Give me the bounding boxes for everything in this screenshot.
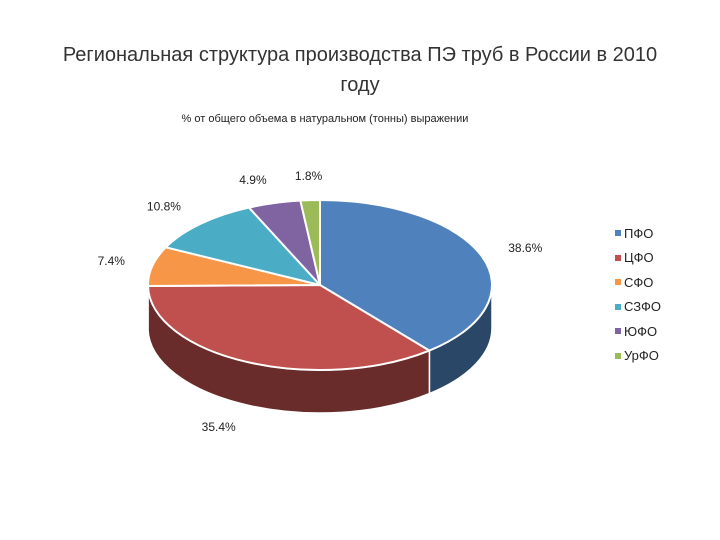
data-label: 10.8%: [147, 200, 181, 214]
data-label: 38.6%: [508, 241, 542, 255]
data-label: 1.8%: [295, 169, 323, 183]
legend-label: СФО: [624, 274, 654, 290]
chart-subtitle: % от общего объема в натуральном (тонны)…: [181, 113, 469, 125]
legend-item: ПФО: [615, 221, 661, 246]
pie-slice: [299, 199, 321, 286]
pie-slice: [164, 206, 321, 286]
legend-label: ЦФО: [624, 250, 654, 266]
legend-swatch: [615, 254, 621, 261]
legend-item: УрФО: [615, 344, 661, 369]
data-label: 4.9%: [239, 173, 267, 187]
data-label: 35.4%: [202, 420, 236, 434]
legend-label: ЮФО: [624, 323, 658, 339]
legend-item: СЗФО: [615, 295, 661, 320]
pie-slice: [147, 284, 431, 371]
legend-swatch: [615, 230, 621, 237]
legend-item: СФО: [615, 270, 661, 295]
pie-slice: [319, 199, 493, 352]
legend: ПФО ЦФО СФО СЗФО ЮФО УрФО: [615, 221, 661, 368]
legend-label: ПФО: [624, 225, 654, 241]
legend-item: ЮФО: [615, 319, 661, 344]
legend-label: УрФО: [624, 348, 659, 364]
legend-item: ЦФО: [615, 246, 661, 271]
data-label: 7.4%: [98, 254, 126, 268]
chart-title: Региональная структура производства ПЭ т…: [62, 44, 658, 96]
legend-label: СЗФО: [624, 299, 661, 315]
legend-swatch: [615, 352, 621, 359]
legend-swatch: [615, 303, 621, 310]
legend-swatch: [615, 279, 621, 286]
legend-swatch: [615, 328, 621, 335]
